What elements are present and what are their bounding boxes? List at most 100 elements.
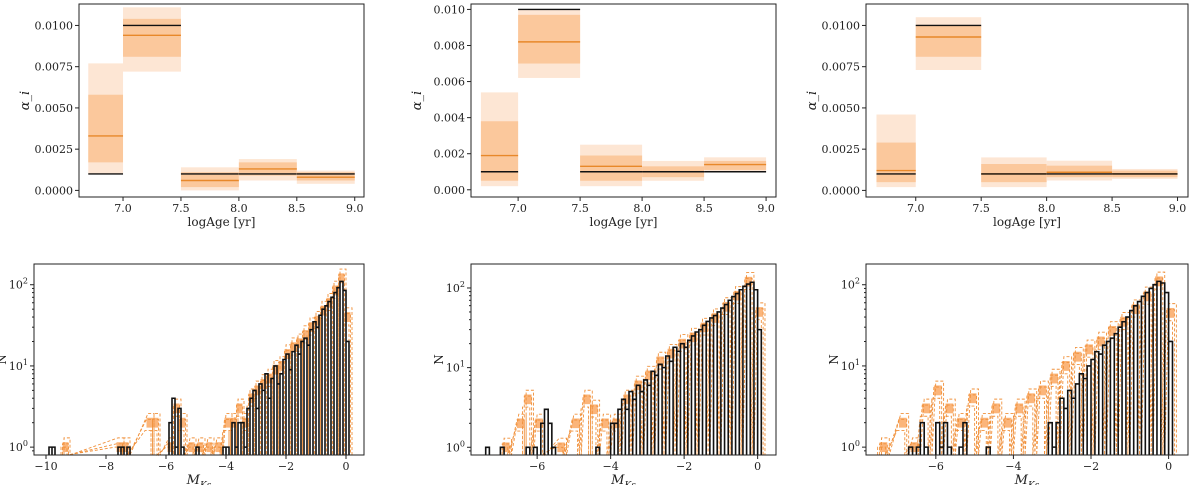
y-tick-label-0: 0.000 bbox=[434, 184, 466, 197]
y-tick-exponent-0: 0 bbox=[23, 439, 28, 448]
model-realisation-2 bbox=[879, 277, 1175, 456]
x-tick-label-2: −2 bbox=[676, 460, 692, 473]
panel-bottom-left: −10−8−6−4−20100101102MKsN bbox=[0, 263, 365, 485]
inner-band-1 bbox=[518, 14, 581, 64]
model-bar-2 bbox=[524, 394, 532, 405]
model-bar-25 bbox=[302, 330, 309, 340]
y-tick-label-1: 0.002 bbox=[434, 148, 466, 161]
model-bar-12 bbox=[224, 417, 231, 428]
panel-top-middle: 7.0 7.5 8.0 8.5 9.0 0.000 0.002 0.004 0.006 0.008… bbox=[410, 3, 777, 229]
x-tick-label-2: −6 bbox=[158, 460, 174, 473]
model-bar-9 bbox=[992, 403, 1000, 414]
x-tick-label-5: 0 bbox=[343, 460, 350, 473]
inner-band-3 bbox=[1046, 165, 1113, 178]
x-axis-label: logAge [yr] bbox=[590, 215, 658, 229]
model-bar-18 bbox=[1096, 336, 1105, 347]
model-bar-0 bbox=[879, 442, 888, 453]
model-bar-3 bbox=[922, 403, 931, 414]
model-bar-12 bbox=[1027, 393, 1035, 404]
model-bar-16 bbox=[1073, 351, 1082, 362]
model-realisation-0 bbox=[881, 271, 1177, 456]
model-bar-4 bbox=[152, 417, 159, 428]
y-tick-exponent-2: 2 bbox=[855, 277, 860, 286]
y-tick-label-2: 0.0050 bbox=[35, 102, 74, 115]
observed-histogram bbox=[907, 280, 1174, 455]
model-realisation-1 bbox=[60, 285, 350, 457]
inner-band-4 bbox=[296, 172, 355, 181]
panels: 7.0 7.5 8.0 8.5 9.00.00000.00250.00500.00750… bbox=[0, 3, 1189, 485]
y-tick-exponent-0: 0 bbox=[855, 439, 860, 448]
x-tick-label-1: −8 bbox=[98, 460, 114, 473]
model-bar-13 bbox=[656, 356, 664, 367]
x-tick-label-1: −4 bbox=[603, 460, 619, 473]
model-realisation-0 bbox=[503, 272, 766, 457]
model-bar-29 bbox=[326, 297, 333, 308]
x-tick-label-4: 9.0 bbox=[346, 202, 364, 215]
x-tick-label-0: 7.0 bbox=[907, 202, 925, 215]
model-bar-1 bbox=[898, 417, 907, 428]
x-tick-label-0: −6 bbox=[928, 460, 944, 473]
model-bar-17 bbox=[700, 322, 709, 333]
model-bar-22 bbox=[1143, 291, 1152, 302]
axes-frame bbox=[78, 3, 365, 198]
y-tick-label-0: 0.0000 bbox=[35, 184, 74, 197]
model-bar-20 bbox=[733, 290, 742, 301]
x-axis-label-sub: Ks bbox=[199, 481, 212, 485]
y-tick-label-2: 102 bbox=[841, 277, 860, 292]
model-bar-19 bbox=[266, 373, 273, 384]
y-tick-exponent-2: 2 bbox=[460, 280, 465, 289]
model-bar-17 bbox=[1085, 344, 1093, 355]
y-tick-label-3: 0.0075 bbox=[35, 61, 74, 74]
model-bar-24 bbox=[296, 338, 303, 349]
model-bar-7 bbox=[590, 404, 598, 415]
model-bar-21 bbox=[744, 276, 753, 287]
x-tick-label-3: 0 bbox=[754, 460, 761, 473]
model-bar-18 bbox=[260, 379, 267, 389]
y-tick-label-0: 100 bbox=[446, 439, 465, 454]
panel-top-left: 7.0 7.5 8.0 8.5 9.0 0.0000 0.0025 0.0050 0.0075 0… bbox=[18, 3, 365, 229]
y-tick-exponent-0: 0 bbox=[460, 439, 465, 448]
model-bar-31 bbox=[338, 273, 345, 284]
axes-frame bbox=[865, 263, 1189, 456]
model-bar-10 bbox=[1003, 417, 1012, 428]
x-tick-label-4: −2 bbox=[278, 460, 294, 473]
x-axis-label: MKs bbox=[1014, 473, 1040, 485]
model-bar-8 bbox=[188, 442, 195, 453]
model-bar-5 bbox=[945, 403, 954, 414]
model-bar-6 bbox=[173, 403, 180, 414]
model-bar-27 bbox=[314, 315, 321, 326]
y-tick-label-2: 0.004 bbox=[434, 112, 466, 125]
y-axis-label: N bbox=[432, 354, 446, 365]
x-tick-label-2: −2 bbox=[1083, 460, 1099, 473]
inner-band-2 bbox=[981, 164, 1047, 183]
x-tick-label-2: 8.0 bbox=[633, 202, 651, 215]
model-bar-24 bbox=[1166, 307, 1175, 318]
model-bar-1 bbox=[516, 418, 525, 429]
model-bar-17 bbox=[254, 385, 261, 396]
y-axis-label: α_i bbox=[18, 91, 33, 110]
model-bar-4 bbox=[933, 385, 942, 396]
model-bar-3 bbox=[146, 417, 153, 428]
model-bar-8 bbox=[601, 418, 609, 429]
y-tick-label-1: 0.0025 bbox=[822, 143, 861, 156]
x-tick-label-0: 7.0 bbox=[114, 202, 132, 215]
model-bar-14 bbox=[667, 348, 675, 359]
x-axis-label: MKs bbox=[186, 473, 212, 485]
inner-band-0 bbox=[480, 121, 519, 181]
model-bar-6 bbox=[583, 394, 591, 405]
y-tick-label-1: 101 bbox=[841, 358, 860, 373]
y-tick-exponent-1: 1 bbox=[855, 358, 860, 367]
model-bar-32 bbox=[344, 312, 351, 322]
y-tick-label-0: 100 bbox=[9, 439, 28, 454]
y-axis-label: N bbox=[0, 354, 9, 365]
observed-histogram bbox=[484, 281, 763, 455]
y-tick-label-4: 0.0100 bbox=[35, 19, 74, 32]
y-tick-exponent-1: 1 bbox=[23, 358, 28, 367]
y-tick-label-1: 0.0025 bbox=[35, 143, 74, 156]
y-tick-label-2: 0.0050 bbox=[822, 102, 861, 115]
model-bar-22 bbox=[755, 307, 764, 317]
x-tick-label-2: 8.0 bbox=[230, 202, 248, 215]
x-axis-label: logAge [yr] bbox=[993, 215, 1061, 229]
y-tick-label-1: 101 bbox=[446, 360, 465, 375]
